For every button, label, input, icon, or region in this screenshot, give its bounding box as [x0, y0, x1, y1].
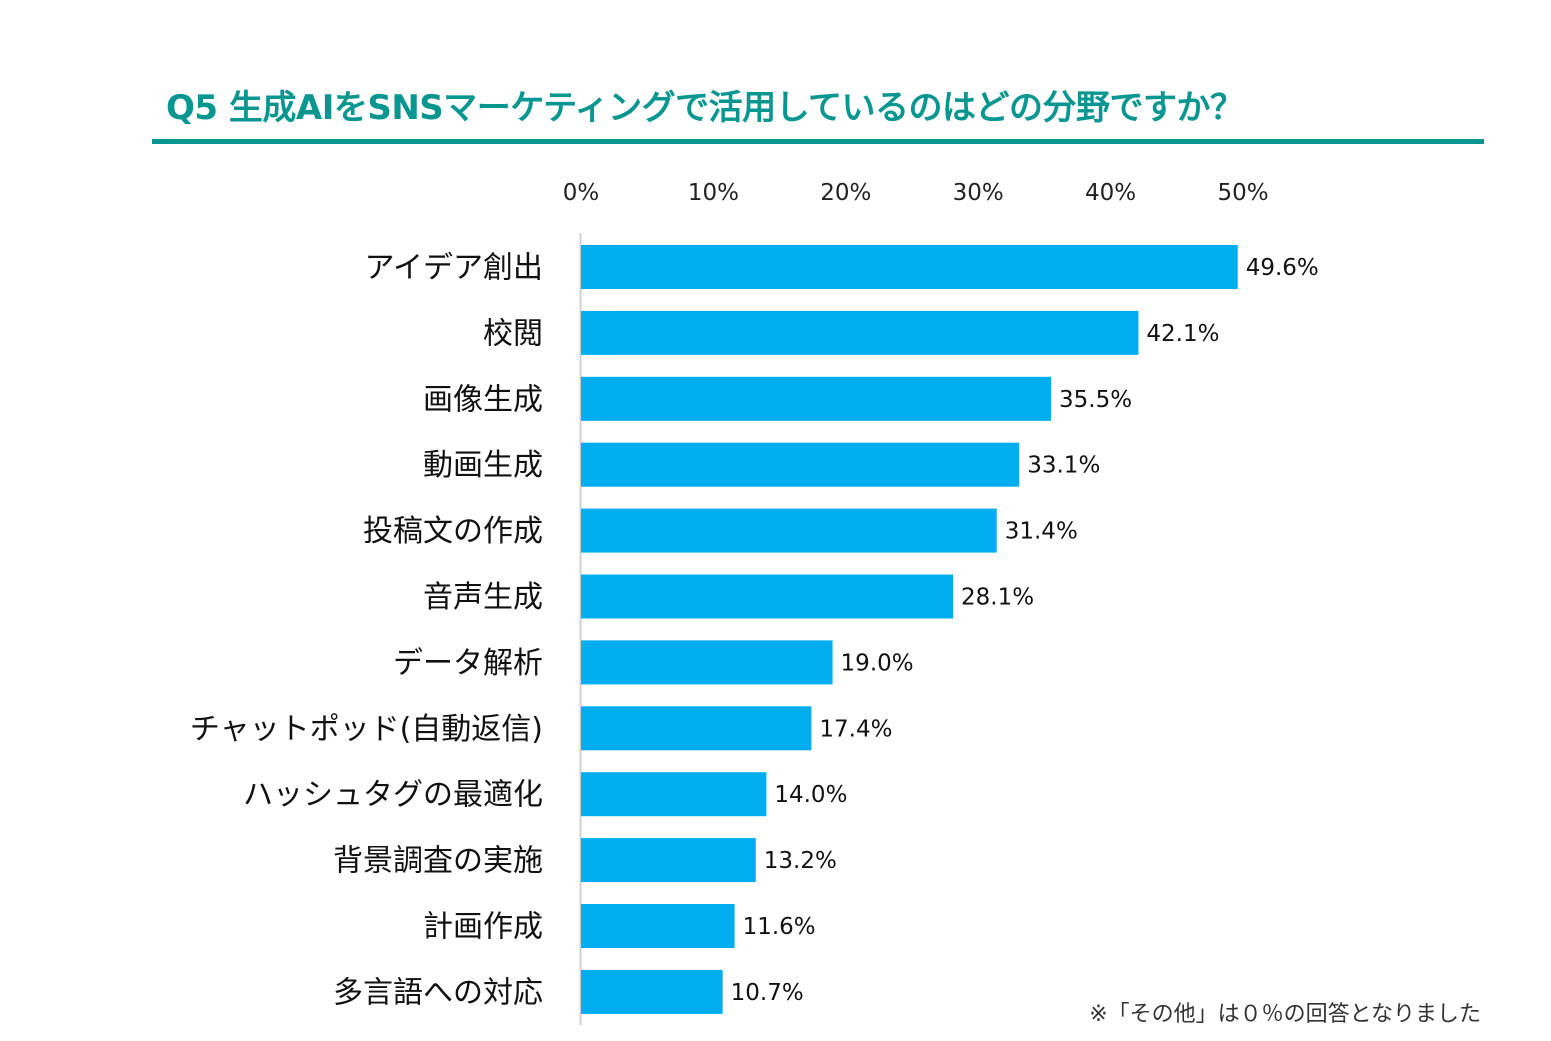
x-axis-ticks: 0% 10% 20% 30% 40% 50% — [563, 180, 1269, 206]
value-label: 49.6% — [1246, 255, 1319, 281]
footnote: ※「その他」は０％の回答となりました — [1089, 1002, 1481, 1027]
chart-title: Q5 生成AIをSNSマーケティングで活用しているのはどの分野ですか？ — [166, 88, 1244, 128]
category-label: 音声生成 — [423, 580, 543, 615]
x-tick-label: 10% — [688, 180, 739, 206]
bar — [581, 838, 756, 883]
category-label: 投稿文の作成 — [363, 514, 543, 549]
bar — [581, 245, 1238, 289]
category-label: 画像生成 — [423, 382, 543, 417]
category-label: ハッシュタグの最適化 — [243, 778, 543, 813]
value-label: 10.7% — [731, 980, 804, 1006]
bar — [581, 904, 735, 948]
category-label: 校閲 — [483, 316, 543, 351]
x-tick-label: 20% — [820, 180, 871, 206]
x-tick-label: 50% — [1217, 180, 1268, 206]
value-label: 19.0% — [841, 650, 914, 676]
value-label: 31.4% — [1005, 519, 1078, 545]
x-tick-label: 0% — [563, 180, 600, 206]
value-label: 17.4% — [819, 716, 892, 742]
category-label: データ解析 — [393, 646, 543, 681]
bar — [581, 706, 812, 751]
value-label: 42.1% — [1146, 321, 1219, 347]
bar — [581, 376, 1052, 421]
bar — [581, 969, 723, 1014]
x-tick-label: 30% — [953, 180, 1004, 206]
value-label: 13.2% — [764, 848, 837, 874]
title-underline — [152, 139, 1484, 144]
value-label: 11.6% — [743, 914, 816, 940]
bar — [581, 508, 997, 553]
value-label: 35.5% — [1059, 387, 1132, 413]
x-tick-label: 40% — [1085, 180, 1136, 206]
value-labels: 49.6% 42.1% 35.5% 33.1% 31.4% 28.1% 19.0% 17.4%… — [731, 255, 1319, 1006]
category-label: 多言語への対応 — [333, 975, 543, 1010]
category-label: チャットポッド(自動返信) — [190, 712, 543, 747]
bar — [581, 574, 954, 619]
category-label: 動画生成 — [423, 448, 543, 483]
value-label: 33.1% — [1027, 453, 1100, 479]
bars — [581, 245, 1238, 1014]
value-label: 14.0% — [774, 782, 847, 808]
bar — [581, 442, 1020, 487]
category-labels: アイデア創出校閲画像生成動画生成投稿文の作成音声生成データ解析チャットポッド(自… — [190, 251, 543, 1011]
bar — [581, 640, 833, 685]
bar — [581, 310, 1139, 355]
value-label: 28.1% — [961, 585, 1034, 611]
category-label: 背景調査の実施 — [333, 844, 543, 879]
category-label: アイデア創出 — [365, 251, 544, 286]
category-label: 計画作成 — [423, 910, 543, 945]
bar — [581, 772, 767, 817]
